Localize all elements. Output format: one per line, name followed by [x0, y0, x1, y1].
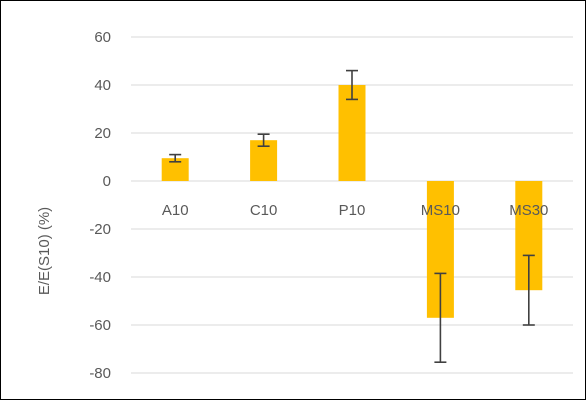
x-axis-ticks: A10 C10 P10 MS10 MS30 — [162, 202, 549, 219]
y-tick-label: 40 — [94, 77, 111, 94]
error-bars — [169, 69, 535, 364]
x-tick-label-p10: P10 — [339, 202, 366, 219]
y-axis-title: E/E(S10) (%) — [36, 207, 53, 295]
y-tick-label: -20 — [89, 221, 111, 238]
y-tick-label: -60 — [89, 317, 111, 334]
y-tick-label: 60 — [94, 29, 111, 46]
y-tick-label: 20 — [94, 125, 111, 142]
y-axis-ticks: 60 40 20 0 -20 -40 -60 -80 — [89, 29, 111, 382]
y-tick-label: -80 — [89, 365, 111, 382]
y-tick-label: 0 — [103, 173, 111, 190]
y-tick-label: -40 — [89, 269, 111, 286]
x-tick-label-a10: A10 — [162, 202, 189, 219]
bar-a10 — [161, 158, 189, 181]
bar-p10 — [338, 85, 366, 181]
x-tick-label-ms30: MS30 — [509, 202, 548, 219]
x-tick-label-ms10: MS10 — [421, 202, 460, 219]
x-tick-label-c10: C10 — [250, 202, 278, 219]
